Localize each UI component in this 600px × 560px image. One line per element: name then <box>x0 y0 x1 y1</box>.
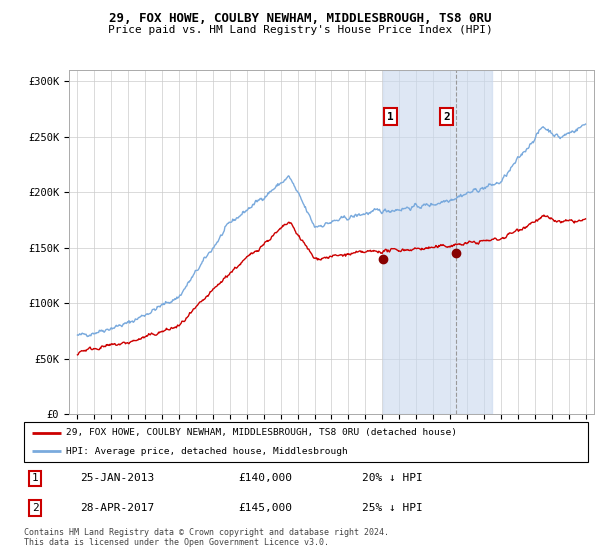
Text: HPI: Average price, detached house, Middlesbrough: HPI: Average price, detached house, Midd… <box>66 447 348 456</box>
Bar <box>383 70 493 414</box>
Text: 29, FOX HOWE, COULBY NEWHAM, MIDDLESBROUGH, TS8 0RU (detached house): 29, FOX HOWE, COULBY NEWHAM, MIDDLESBROU… <box>66 428 457 437</box>
Text: 28-APR-2017: 28-APR-2017 <box>80 503 155 513</box>
Text: £145,000: £145,000 <box>238 503 292 513</box>
Text: 2: 2 <box>443 111 450 122</box>
Text: 1: 1 <box>32 473 38 483</box>
Text: Price paid vs. HM Land Registry's House Price Index (HPI): Price paid vs. HM Land Registry's House … <box>107 25 493 35</box>
Text: 2: 2 <box>32 503 38 513</box>
Text: £140,000: £140,000 <box>238 473 292 483</box>
Text: 25-JAN-2013: 25-JAN-2013 <box>80 473 155 483</box>
Text: 20% ↓ HPI: 20% ↓ HPI <box>362 473 423 483</box>
Text: 1: 1 <box>388 111 394 122</box>
Text: 29, FOX HOWE, COULBY NEWHAM, MIDDLESBROUGH, TS8 0RU: 29, FOX HOWE, COULBY NEWHAM, MIDDLESBROU… <box>109 12 491 25</box>
Text: 25% ↓ HPI: 25% ↓ HPI <box>362 503 423 513</box>
Text: Contains HM Land Registry data © Crown copyright and database right 2024.
This d: Contains HM Land Registry data © Crown c… <box>24 528 389 547</box>
